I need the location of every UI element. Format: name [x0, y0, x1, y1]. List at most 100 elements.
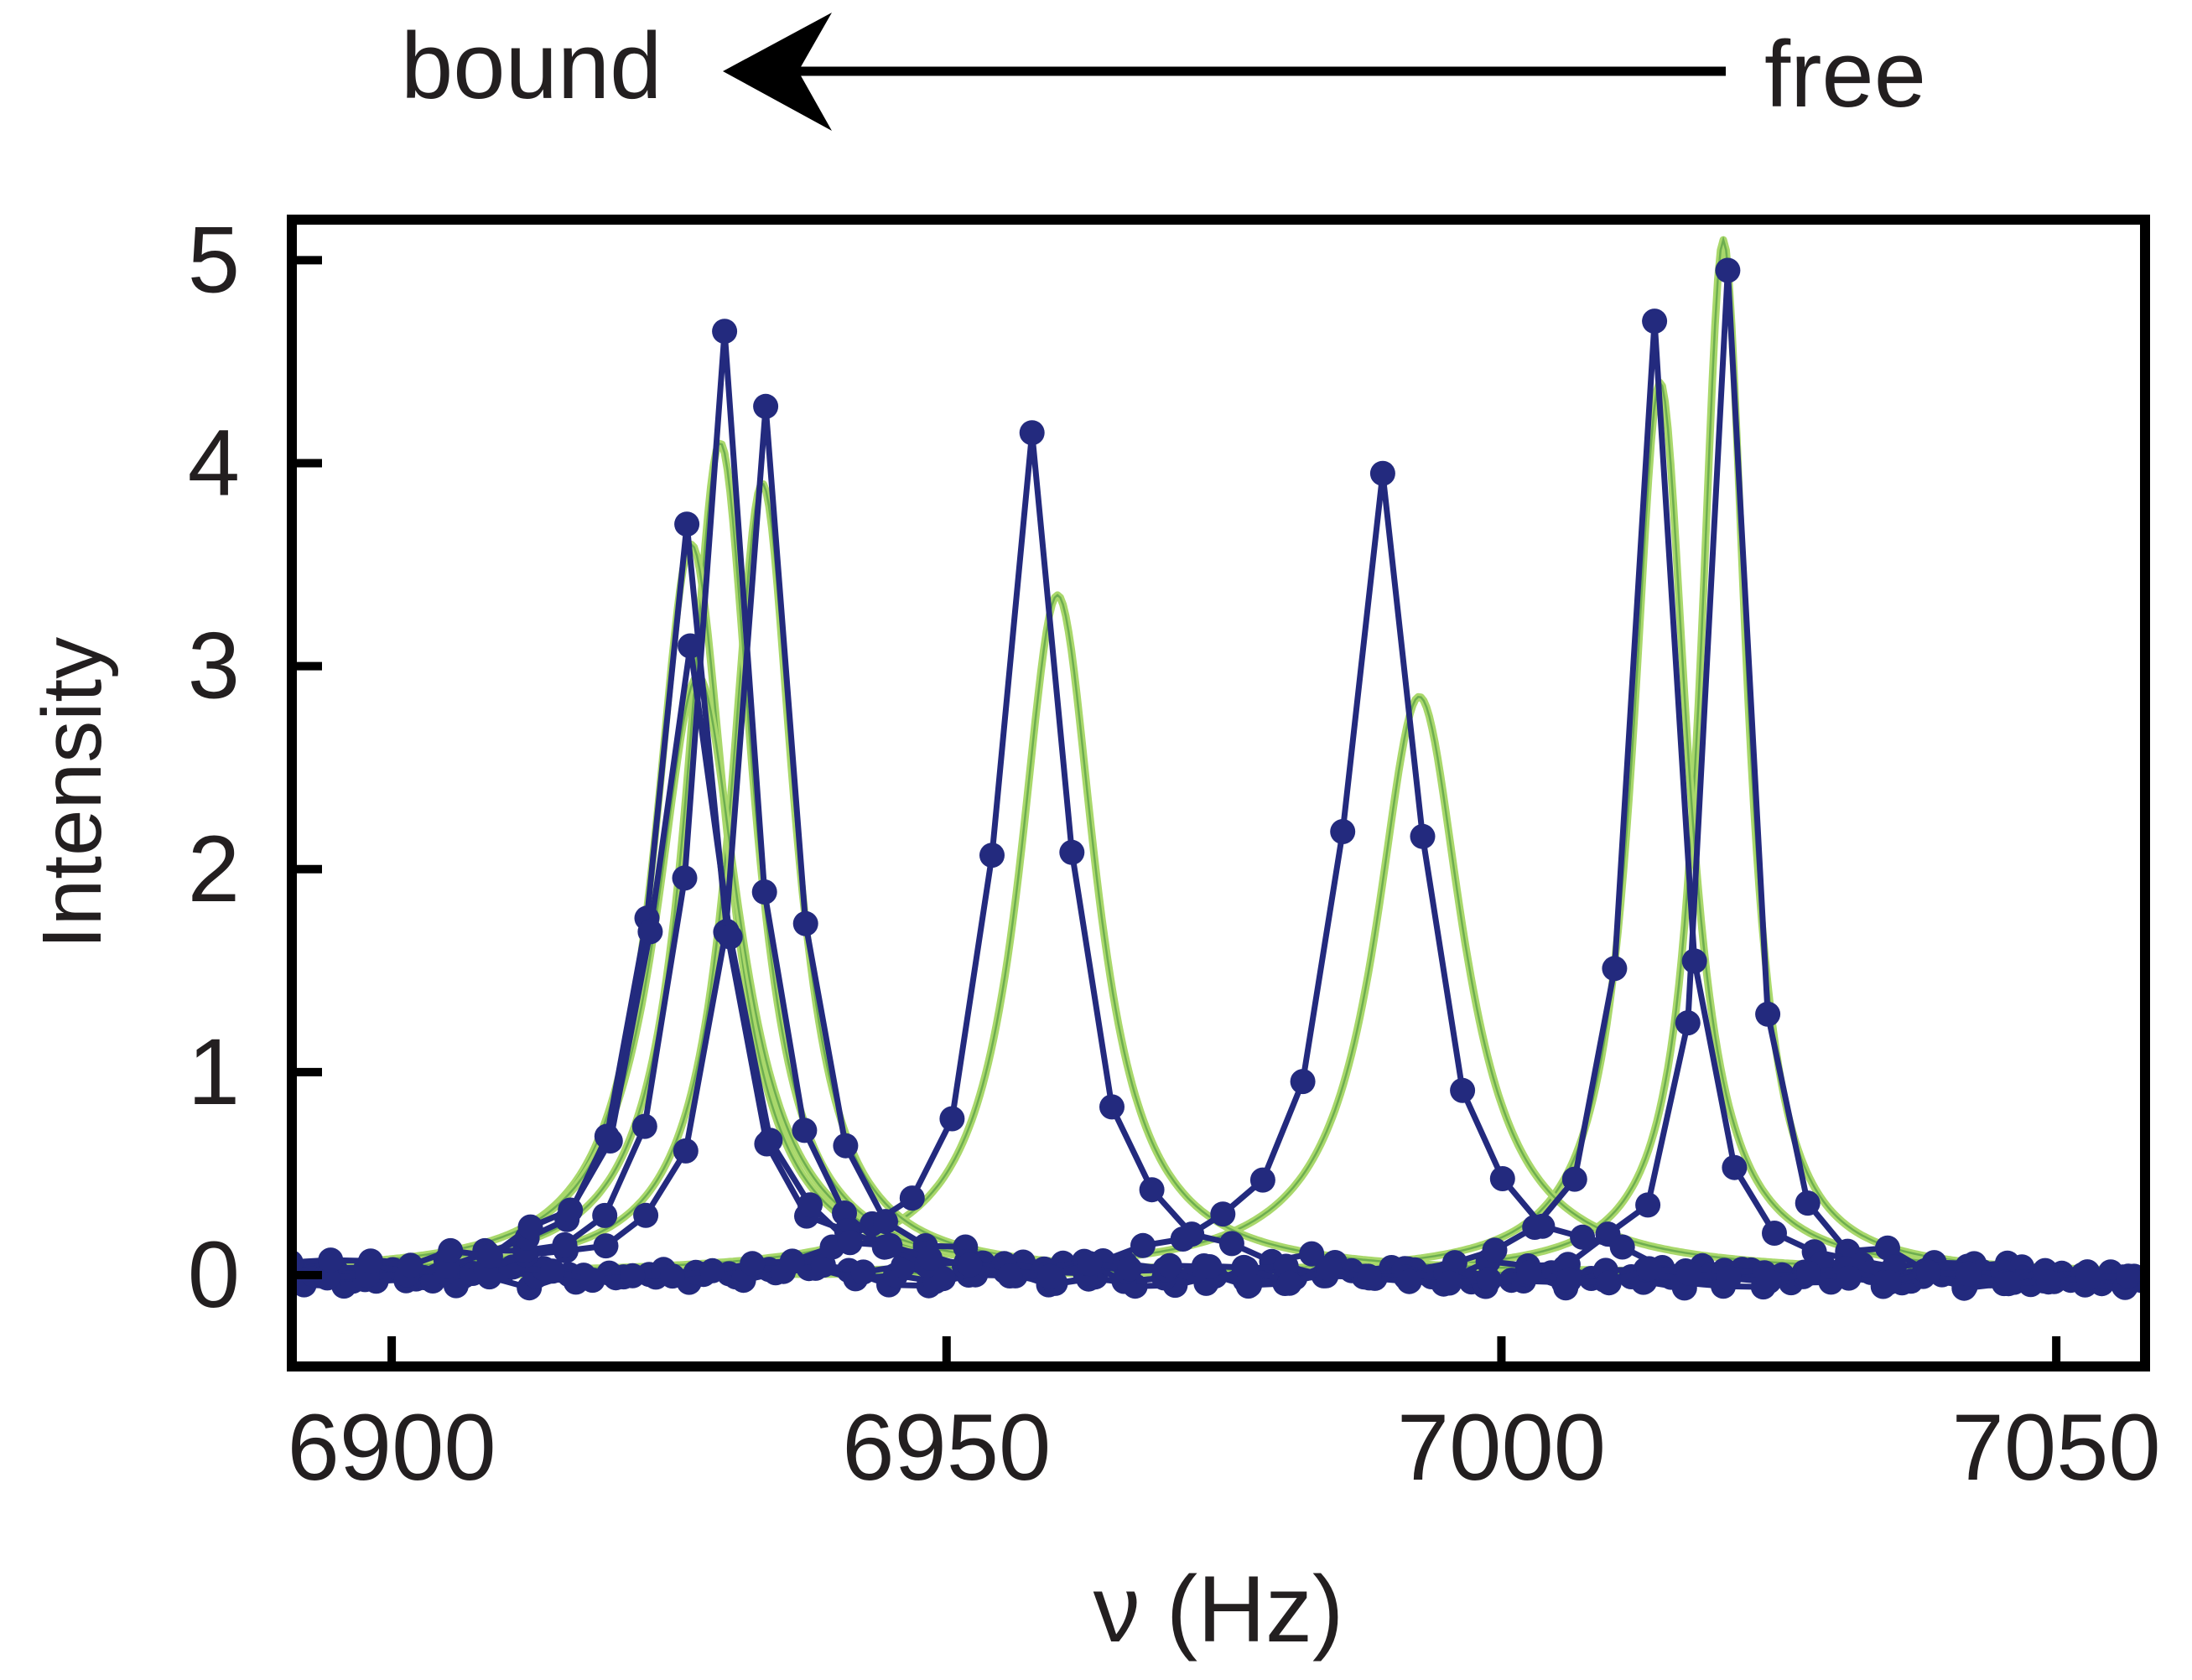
- data-point: [633, 1202, 659, 1228]
- data-point: [1795, 1190, 1821, 1216]
- measured-line: [292, 470, 2145, 1289]
- data-point: [593, 1233, 619, 1259]
- data-point: [1756, 1268, 1782, 1294]
- measured-series: [292, 511, 2178, 1301]
- data-point: [797, 1192, 823, 1218]
- fit-curves: [292, 236, 2145, 1279]
- fit-curve: [292, 692, 2145, 1278]
- data-point: [792, 1117, 818, 1143]
- data-point: [1530, 1213, 1556, 1239]
- data-point: [1369, 460, 1395, 486]
- fit-curve: [292, 378, 2145, 1278]
- data-point: [1675, 1010, 1701, 1036]
- data-point: [1556, 1268, 1582, 1294]
- measured-series: [292, 257, 2180, 1301]
- fit-curve-core: [292, 594, 2145, 1275]
- data-point: [1059, 839, 1085, 865]
- direction-arrowhead-icon: [723, 13, 832, 131]
- measured-series: [292, 393, 2145, 1301]
- data-point: [261, 1260, 286, 1285]
- data-point: [558, 1197, 584, 1223]
- data-point: [917, 1245, 943, 1271]
- bound-label: bound: [401, 13, 662, 118]
- fit-curve-core: [292, 442, 2145, 1276]
- data-point: [1762, 1221, 1787, 1246]
- measured-line: [292, 521, 2145, 1291]
- data-point: [740, 1251, 766, 1277]
- data-point: [2116, 1263, 2142, 1289]
- data-point: [597, 1128, 623, 1154]
- data-point: [1436, 1270, 1462, 1296]
- data-point: [1715, 257, 1741, 283]
- data-point: [244, 1268, 269, 1293]
- data-point: [1755, 1001, 1781, 1027]
- data-point: [1875, 1235, 1900, 1261]
- data-point: [1915, 1259, 1941, 1285]
- measured-series: [261, 420, 2145, 1298]
- y-tick-label: 5: [188, 207, 240, 312]
- fit-curve-core: [292, 482, 2145, 1276]
- data-point: [358, 1248, 383, 1274]
- data-point: [540, 1258, 565, 1284]
- fit-curve-core: [292, 675, 2145, 1276]
- data-point: [1237, 1273, 1263, 1298]
- data-point: [674, 511, 700, 537]
- data-point: [678, 633, 704, 659]
- data-point: [1609, 1234, 1635, 1260]
- x-tick-label: 6950: [842, 1395, 1051, 1500]
- data-point: [2155, 1273, 2180, 1298]
- measured-line: [292, 267, 2145, 1291]
- data-point: [1139, 1177, 1165, 1203]
- data-point: [1561, 1166, 1587, 1192]
- fit-curve: [292, 540, 2145, 1278]
- data-point: [1450, 1077, 1476, 1103]
- data-point: [2156, 1261, 2181, 1286]
- data-point: [552, 1231, 578, 1257]
- data-point: [1681, 948, 1707, 974]
- data-point: [1489, 1166, 1515, 1191]
- measured-series: [292, 633, 2181, 1298]
- data-point: [579, 1268, 605, 1294]
- data-point: [438, 1237, 464, 1263]
- data-point: [1722, 1154, 1748, 1180]
- data-point: [1956, 1261, 1982, 1287]
- data-point: [1210, 1201, 1236, 1227]
- data-point: [1636, 1256, 1662, 1282]
- data-point: [1156, 1252, 1182, 1278]
- y-tick-label: 4: [188, 411, 240, 516]
- data-point: [753, 393, 779, 419]
- fit-curve-core: [292, 542, 2145, 1276]
- data-point: [1482, 1237, 1508, 1263]
- data-point: [1716, 1265, 1742, 1291]
- data-point: [1357, 1265, 1382, 1291]
- fit-curve: [292, 480, 2145, 1278]
- data-point: [899, 1185, 925, 1211]
- data-point: [2075, 1265, 2101, 1291]
- data-point: [2153, 1273, 2178, 1299]
- data-point: [1596, 1270, 1622, 1296]
- data-point: [1317, 1256, 1343, 1282]
- data-point: [631, 1113, 657, 1139]
- fit-curve-core: [292, 236, 2145, 1276]
- measured-series: [292, 460, 2192, 1299]
- data-point: [673, 1138, 699, 1164]
- data-point: [477, 1243, 503, 1269]
- y-axis-label: Intensity: [25, 637, 119, 949]
- data-point: [1099, 1094, 1125, 1120]
- data-point: [1876, 1269, 1902, 1295]
- data-point: [620, 1263, 646, 1289]
- data-point: [318, 1247, 344, 1273]
- data-point: [1290, 1069, 1316, 1095]
- data-point: [2169, 1259, 2192, 1284]
- data-point: [757, 1128, 783, 1154]
- data-point: [2161, 1258, 2186, 1283]
- data-point: [1299, 1241, 1325, 1267]
- data-point: [1197, 1254, 1223, 1279]
- x-axis: 6900 6950 7000 7050: [288, 1336, 2161, 1500]
- y-tick-label: 3: [188, 614, 240, 718]
- data-point: [1796, 1261, 1821, 1286]
- data-point: [1476, 1267, 1502, 1293]
- data-point: [877, 1232, 903, 1258]
- data-point: [1396, 1268, 1422, 1294]
